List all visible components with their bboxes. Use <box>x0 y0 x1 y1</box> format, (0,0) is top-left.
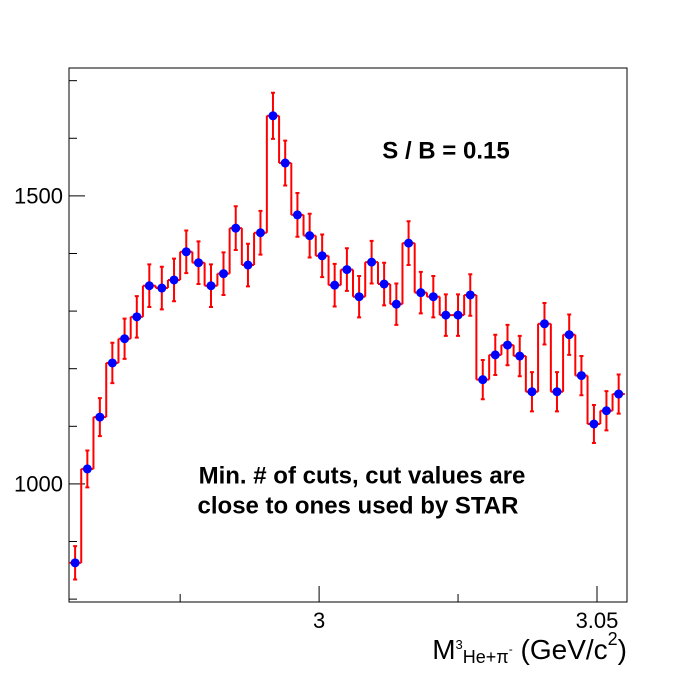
x-label-part: - <box>509 642 513 656</box>
data-point <box>206 281 216 291</box>
data-point <box>292 210 302 220</box>
data-point <box>144 281 154 291</box>
data-point <box>193 258 203 268</box>
data-point <box>95 412 105 422</box>
annotation: Min. # of cuts, cut values are <box>199 462 526 489</box>
data-point <box>379 279 389 289</box>
x-label-part: (GeV/c <box>513 634 608 665</box>
x-label-part: ) <box>618 634 627 665</box>
data-point <box>169 275 179 285</box>
x-tick-label: 3.05 <box>576 608 619 633</box>
data-point <box>157 283 167 293</box>
data-point <box>441 310 451 320</box>
data-point <box>552 387 562 397</box>
data-point <box>181 247 191 257</box>
data-point <box>515 351 525 361</box>
y-tick-label: 1000 <box>14 472 63 497</box>
data-point <box>120 334 130 344</box>
x-axis-label: M3He+π- (GeV/c2) <box>432 629 627 667</box>
x-label-part: He+π <box>463 647 509 667</box>
data-point <box>132 312 142 322</box>
data-point <box>601 406 611 416</box>
x-label-part: M <box>432 634 455 665</box>
data-point <box>416 288 426 298</box>
annotation: close to ones used by STAR <box>198 492 519 519</box>
data-point <box>255 228 265 238</box>
data-point <box>527 387 537 397</box>
annotation: S / B = 0.15 <box>382 137 509 164</box>
data-point <box>453 310 463 320</box>
data-point <box>354 292 364 302</box>
plot-frame <box>68 67 628 603</box>
data-point <box>305 231 315 241</box>
data-point <box>503 340 513 350</box>
data-point <box>404 238 414 248</box>
data-point <box>589 419 599 429</box>
data-point <box>576 371 586 381</box>
data-point <box>243 260 253 270</box>
data-point <box>82 464 92 474</box>
x-label-part: 2 <box>608 629 618 649</box>
data-point <box>342 265 352 275</box>
data-point <box>490 350 500 360</box>
data-point <box>478 375 488 385</box>
data-point <box>367 257 377 267</box>
data-point <box>330 280 340 290</box>
data-point <box>70 558 80 568</box>
data-point <box>268 111 278 121</box>
y-tick-label: 1500 <box>14 184 63 209</box>
data-point <box>231 223 241 233</box>
data-point <box>317 251 327 261</box>
data-point <box>107 358 117 368</box>
data-point <box>614 389 624 399</box>
x-label-part: 3 <box>456 637 463 652</box>
data-point <box>280 158 290 168</box>
data-point <box>564 330 574 340</box>
x-tick-label: 3 <box>313 608 325 633</box>
data-point <box>391 299 401 309</box>
data-point <box>428 292 438 302</box>
data-point <box>465 290 475 300</box>
data-point <box>539 319 549 329</box>
data-point <box>219 269 229 279</box>
